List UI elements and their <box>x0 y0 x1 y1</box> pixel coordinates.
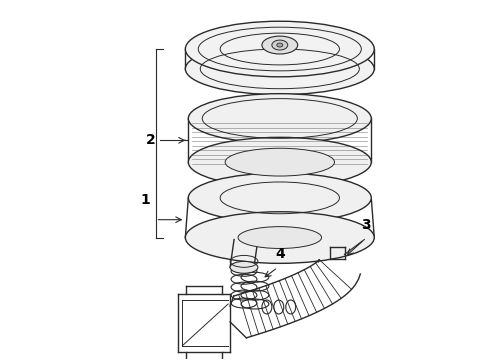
Ellipse shape <box>272 40 288 50</box>
Text: 2: 2 <box>146 133 155 147</box>
Ellipse shape <box>188 173 371 223</box>
Ellipse shape <box>277 43 283 47</box>
Ellipse shape <box>188 137 371 187</box>
Text: 3: 3 <box>362 217 371 231</box>
Text: 4: 4 <box>275 247 285 261</box>
Ellipse shape <box>185 21 374 77</box>
Ellipse shape <box>238 227 321 248</box>
Ellipse shape <box>230 261 258 273</box>
Ellipse shape <box>262 36 298 54</box>
Text: 1: 1 <box>141 193 150 207</box>
Ellipse shape <box>188 94 371 143</box>
Ellipse shape <box>225 148 335 176</box>
Ellipse shape <box>185 43 374 95</box>
Ellipse shape <box>185 212 374 264</box>
